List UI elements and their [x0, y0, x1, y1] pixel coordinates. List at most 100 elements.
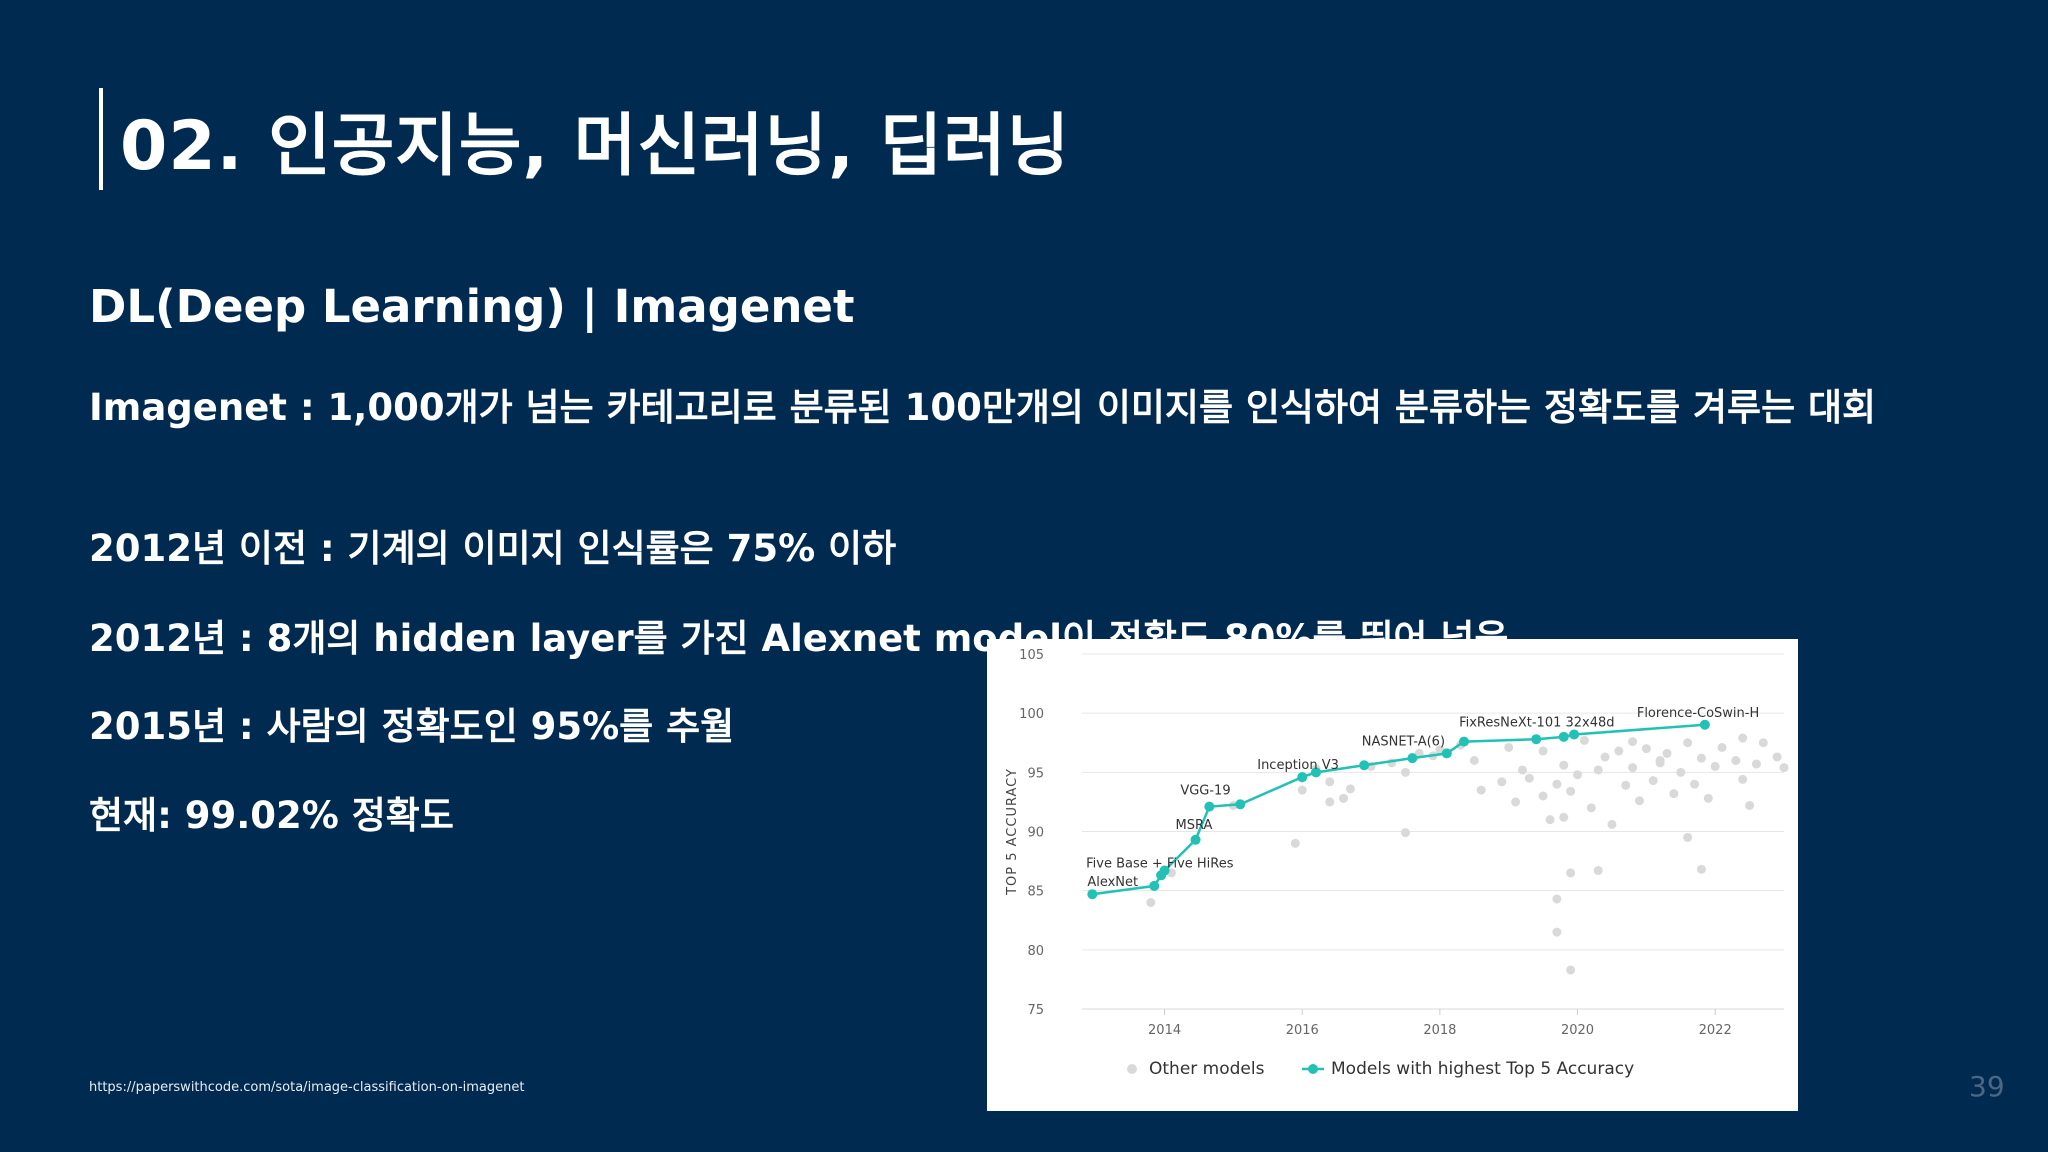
- other-model-point: [1538, 791, 1548, 801]
- other-model-point: [1621, 780, 1631, 790]
- accuracy-chart: 75 80 85 90 95 100 105 2014 2016 2018 2020 2022 TOP …: [987, 639, 1798, 1111]
- other-model-point: [1738, 774, 1748, 784]
- other-model-point: [1339, 793, 1349, 803]
- other-model-point: [1628, 737, 1638, 747]
- sota-point: [1235, 799, 1246, 810]
- slide-subtitle: DL(Deep Learning) | Imagenet: [89, 280, 855, 333]
- other-model-point: [1593, 765, 1603, 775]
- sota-point: [1204, 801, 1215, 812]
- other-model-point: [1745, 800, 1755, 810]
- other-model-point: [1566, 868, 1576, 878]
- other-model-point: [1758, 738, 1768, 748]
- other-model-point: [1779, 763, 1789, 773]
- other-model-point: [1648, 776, 1658, 786]
- other-model-point: [1628, 763, 1638, 773]
- sota-point: [1297, 772, 1308, 783]
- other-model-point: [1476, 785, 1486, 795]
- sota-point: [1558, 731, 1569, 742]
- point-annotation: VGG-19: [1180, 784, 1230, 799]
- sota-point: [1359, 760, 1370, 771]
- other-model-point: [1641, 744, 1651, 754]
- other-model-point: [1504, 742, 1514, 752]
- other-model-point: [1676, 767, 1686, 777]
- other-model-point: [1297, 785, 1307, 795]
- bullet-before-2012: 2012년 이전 : 기계의 이미지 인식률은 75% 이하: [89, 527, 897, 570]
- sota-point: [1190, 834, 1201, 845]
- other-model-point: [1662, 748, 1672, 758]
- x-tick-label: 2014: [1148, 1023, 1181, 1038]
- other-model-point: [1690, 779, 1700, 789]
- y-tick-label: 85: [1027, 885, 1044, 900]
- x-tick-label: 2016: [1286, 1023, 1319, 1038]
- sota-point: [1699, 719, 1710, 730]
- x-tick-label: 2020: [1561, 1023, 1594, 1038]
- point-annotation: Florence-CoSwin-H: [1637, 706, 1759, 721]
- other-model-point: [1559, 812, 1569, 822]
- legend-label-sota: Models with highest Top 5 Accuracy: [1331, 1059, 1634, 1079]
- legend-label-other: Other models: [1149, 1059, 1265, 1079]
- other-model-point: [1607, 819, 1617, 829]
- sota-point: [1149, 880, 1160, 891]
- other-model-point: [1325, 797, 1335, 807]
- other-model-point: [1400, 828, 1410, 838]
- sota-point: [1569, 729, 1580, 740]
- other-model-point: [1566, 786, 1576, 796]
- other-model-point: [1511, 797, 1521, 807]
- other-model-point: [1497, 777, 1507, 787]
- other-model-point: [1552, 894, 1562, 904]
- bullet-current: 현재: 99.02% 정확도: [89, 794, 454, 837]
- other-model-point: [1579, 735, 1589, 745]
- sota-point: [1311, 767, 1321, 778]
- sota-point: [1441, 748, 1452, 759]
- point-annotation: AlexNet: [1087, 875, 1138, 890]
- x-tick-label: 2022: [1699, 1023, 1732, 1038]
- y-tick-label: 95: [1027, 766, 1044, 781]
- other-model-point: [1696, 753, 1706, 763]
- other-model-point: [1552, 927, 1562, 937]
- sota-point: [1531, 734, 1542, 745]
- source-link[interactable]: https://paperswithcode.com/sota/image-cl…: [89, 1080, 525, 1095]
- bullet-2015: 2015년 : 사람의 정확도인 95%를 추월: [89, 705, 735, 748]
- other-model-point: [1566, 965, 1576, 975]
- sota-point: [1407, 753, 1418, 764]
- other-model-point: [1325, 777, 1335, 787]
- other-model-point: [1524, 773, 1534, 783]
- other-model-point: [1655, 756, 1665, 765]
- other-model-point: [1731, 756, 1741, 765]
- other-model-point: [1710, 761, 1720, 771]
- other-model-point: [1146, 898, 1156, 907]
- other-model-point: [1593, 866, 1603, 876]
- bullet-imagenet-definition: Imagenet : 1,000개가 넘는 카테고리로 분류된 100만개의 이…: [89, 386, 1877, 429]
- y-tick-label: 105: [1019, 648, 1044, 663]
- point-annotation: NASNET-A(6): [1362, 734, 1445, 749]
- other-model-point: [1738, 733, 1748, 743]
- other-model-point: [1683, 738, 1693, 748]
- other-model-point: [1696, 864, 1706, 874]
- y-tick-label: 90: [1027, 826, 1044, 841]
- accuracy-chart-svg: 75 80 85 90 95 100 105 2014 2016 2018 2020 2022 TOP …: [1005, 648, 1789, 1079]
- point-annotation: FixResNeXt-101 32x48d: [1459, 715, 1614, 730]
- sota-point: [1159, 865, 1170, 876]
- slide-title: 02. 인공지능, 머신러닝, 딥러닝: [120, 107, 1071, 186]
- point-annotation: Inception V3: [1257, 758, 1339, 773]
- y-tick-label: 75: [1027, 1003, 1044, 1018]
- other-model-point: [1545, 815, 1555, 825]
- other-model-point: [1290, 838, 1300, 848]
- sota-point: [1458, 736, 1469, 747]
- other-model-point: [1573, 770, 1583, 780]
- y-tick-label: 80: [1027, 944, 1044, 959]
- other-model-point: [1717, 742, 1727, 752]
- other-model-point: [1400, 767, 1410, 777]
- other-model-point: [1552, 779, 1562, 789]
- legend-marker-sota: [1308, 1064, 1318, 1074]
- other-model-point: [1345, 784, 1355, 794]
- sota-point: [1087, 889, 1098, 900]
- page-number: 39: [1969, 1070, 2005, 1103]
- legend-marker-other: [1127, 1064, 1137, 1074]
- other-model-point: [1634, 796, 1644, 806]
- y-tick-label: 100: [1019, 707, 1044, 722]
- other-model-point: [1683, 832, 1693, 842]
- other-model-point: [1751, 759, 1761, 769]
- other-model-point: [1559, 760, 1569, 770]
- title-accent-bar: [99, 88, 103, 190]
